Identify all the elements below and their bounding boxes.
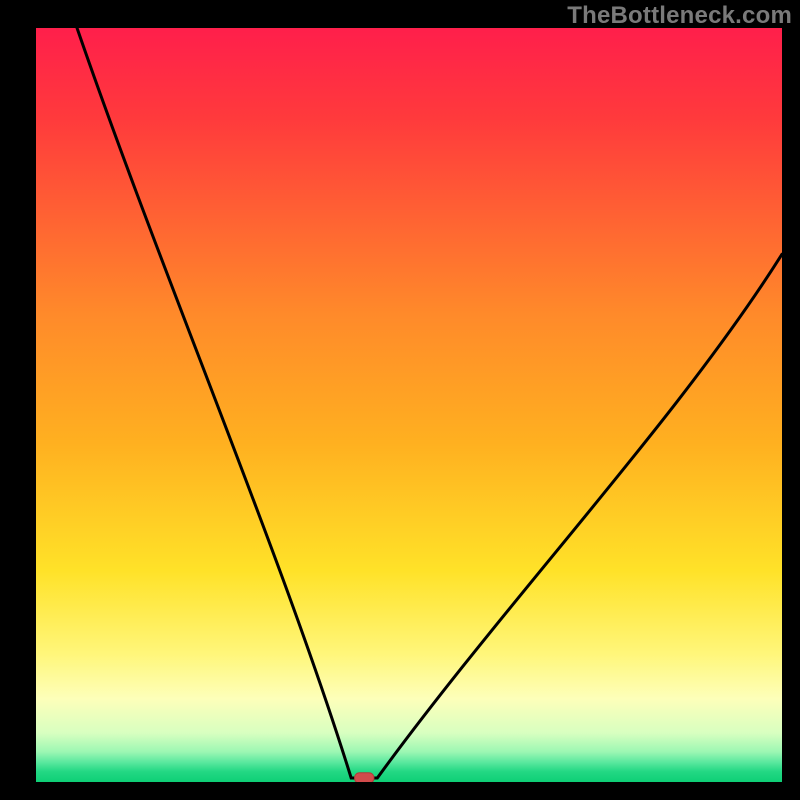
watermark-text: TheBottleneck.com: [567, 2, 792, 30]
chart-frame: TheBottleneck.com: [0, 0, 800, 800]
curve-path: [77, 28, 782, 778]
bottleneck-curve: [36, 28, 782, 782]
plot-area: [36, 28, 782, 782]
valley-marker: [355, 773, 374, 782]
